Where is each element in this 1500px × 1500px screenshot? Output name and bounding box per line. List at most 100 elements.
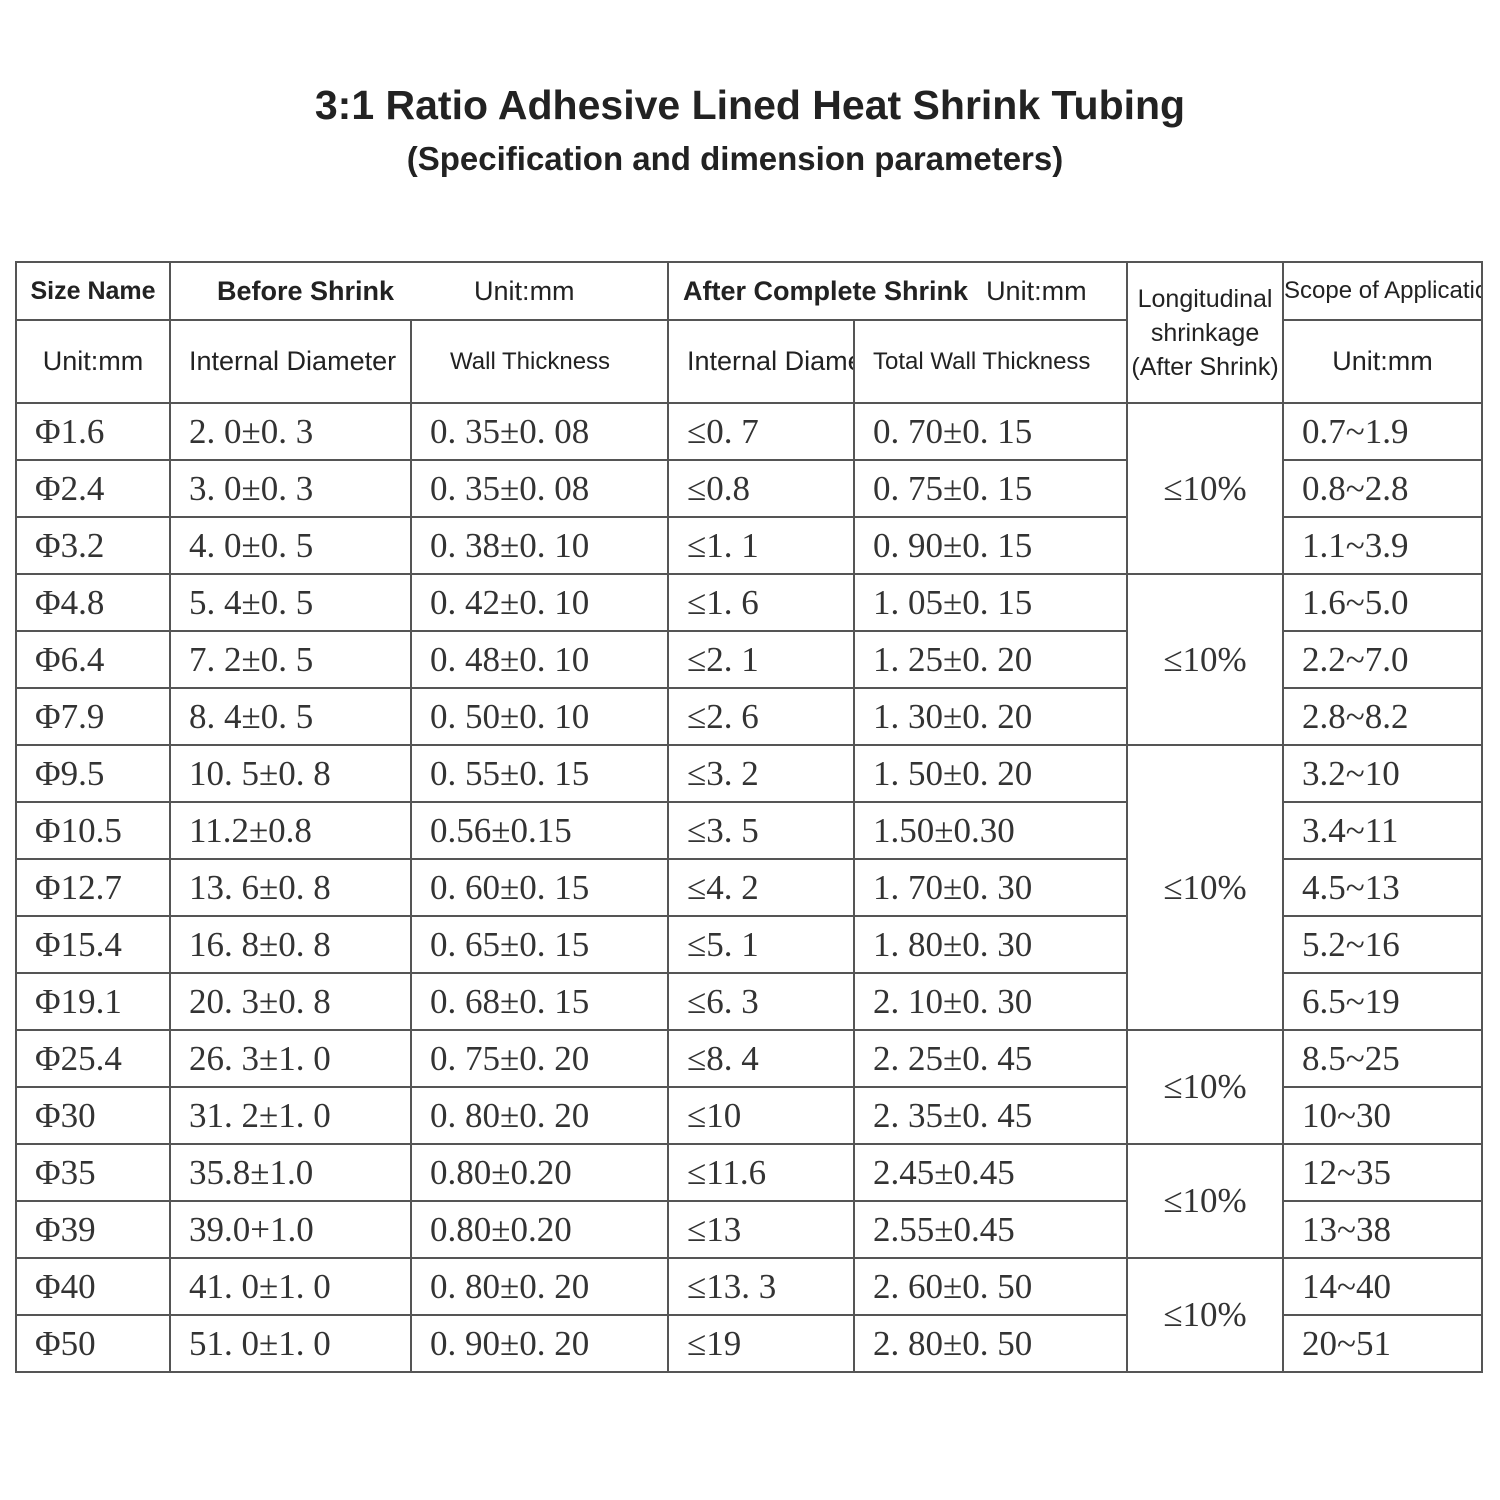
- spec-table: Size Name Before Shrink Unit:mm After Com…: [15, 261, 1484, 1373]
- data-cell: 2.55±0.45: [853, 1200, 1129, 1259]
- data-cell: 3.2~10: [1282, 744, 1484, 803]
- data-cell: ≤19: [667, 1314, 856, 1373]
- data-cell: 2. 10±0. 30: [853, 972, 1129, 1031]
- subtitle: (Specification and dimension parameters): [406, 140, 1064, 177]
- header-cell: Wall Thickness: [409, 319, 670, 404]
- header-unit: Unit:mm: [474, 275, 575, 306]
- header-text: Before Shrink: [217, 275, 395, 306]
- data-cell: ≤1. 1: [667, 516, 856, 575]
- data-cell: 10. 5±0. 8: [169, 744, 412, 803]
- header-text: After Complete Shrink: [683, 275, 969, 306]
- data-cell: ≤3. 5: [667, 801, 856, 860]
- data-cell: 0. 35±0. 08: [409, 459, 670, 518]
- data-cell: 13. 6±0. 8: [169, 858, 412, 917]
- data-cell: 7. 2±0. 5: [169, 630, 412, 689]
- longitudinal-cell: ≤10%: [1126, 1029, 1285, 1145]
- data-cell: Φ15.4: [15, 915, 171, 974]
- header-cell: Scope of Application: [1282, 261, 1484, 321]
- data-cell: ≤4. 2: [667, 858, 856, 917]
- data-cell: 0.7~1.9: [1282, 402, 1484, 461]
- data-cell: 0. 48±0. 10: [409, 630, 670, 689]
- data-cell: ≤1. 6: [667, 573, 856, 632]
- data-row: Φ6.4 7. 2±0. 5 0. 48±0. 10 ≤2. 1 1. 25±0. 20…: [15, 630, 1484, 689]
- data-row: Φ4.8 5. 4±0. 5 0. 42±0. 10 ≤1. 6 1. 05±0. 15…: [15, 573, 1484, 746]
- data-cell: Φ50: [15, 1314, 171, 1373]
- data-cell: 4.5~13: [1282, 858, 1484, 917]
- data-row: Φ35 35.8±1.0 0.80±0.20 ≤11.6 2.45±0.45 ≤10% 12…: [15, 1143, 1484, 1259]
- data-cell: 5. 4±0. 5: [169, 573, 412, 632]
- data-cell: Φ39: [15, 1200, 171, 1259]
- data-cell: ≤10: [667, 1086, 856, 1145]
- data-cell: 0. 80±0. 20: [409, 1257, 670, 1316]
- data-cell: 1. 05±0. 15: [853, 573, 1129, 632]
- longitudinal-cell: ≤10%: [1126, 1143, 1285, 1259]
- data-cell: 5.2~16: [1282, 915, 1484, 974]
- data-cell: 1.6~5.0: [1282, 573, 1484, 632]
- data-cell: 1. 25±0. 20: [853, 630, 1129, 689]
- data-cell: 2. 35±0. 45: [853, 1086, 1129, 1145]
- data-cell: ≤3. 2: [667, 744, 856, 803]
- data-cell: 0. 80±0. 20: [409, 1086, 670, 1145]
- data-cell: 11.2±0.8: [169, 801, 412, 860]
- data-cell: Φ35: [15, 1143, 171, 1202]
- data-cell: 1. 30±0. 20: [853, 687, 1129, 746]
- data-cell: Φ4.8: [15, 573, 171, 632]
- data-row: Φ25.4 26. 3±1. 0 0. 75±0. 20 ≤8. 4 2. 25±0. …: [15, 1029, 1484, 1145]
- data-row: Φ2.4 3. 0±0. 3 0. 35±0. 08 ≤0.8 0. 75±0. 15 0…: [15, 459, 1484, 518]
- header-row: Size Name Before Shrink Unit:mm After Com…: [15, 261, 1484, 404]
- data-cell: 0. 75±0. 15: [853, 459, 1129, 518]
- data-cell: ≤6. 3: [667, 972, 856, 1031]
- data-cell: Φ12.7: [15, 858, 171, 917]
- header-cell: Total Wall Thickness: [853, 319, 1129, 404]
- data-cell: 0. 75±0. 20: [409, 1029, 670, 1088]
- longitudinal-cell: ≤10%: [1126, 744, 1285, 1031]
- data-cell: 8. 4±0. 5: [169, 687, 412, 746]
- data-cell: ≤2. 1: [667, 630, 856, 689]
- data-cell: 2.2~7.0: [1282, 630, 1484, 689]
- data-cell: Φ7.9: [15, 687, 171, 746]
- data-row: Φ1.6 2. 0±0. 3 0. 35±0. 08 ≤0. 7 0. 70±0. 15…: [15, 402, 1484, 575]
- data-cell: 0. 60±0. 15: [409, 858, 670, 917]
- data-cell: 1. 80±0. 30: [853, 915, 1129, 974]
- data-row: Φ15.4 16. 8±0. 8 0. 65±0. 15 ≤5. 1 1. 80±0. …: [15, 915, 1484, 974]
- data-cell: Φ9.5: [15, 744, 171, 803]
- header-cell: Before Shrink Unit:mm: [168, 261, 670, 321]
- data-cell: 14~40: [1282, 1257, 1484, 1316]
- data-cell: 0. 68±0. 15: [409, 972, 670, 1031]
- data-cell: ≤8. 4: [667, 1029, 856, 1088]
- data-cell: 0.8~2.8: [1282, 459, 1484, 518]
- data-cell: ≤0. 7: [667, 402, 856, 461]
- data-cell: 0. 90±0. 15: [853, 516, 1129, 575]
- data-row: Φ40 41. 0±1. 0 0. 80±0. 20 ≤13. 3 2. 60±0. 5…: [15, 1257, 1484, 1373]
- data-cell: 0. 42±0. 10: [409, 573, 670, 632]
- data-cell: ≤13. 3: [667, 1257, 856, 1316]
- data-cell: 2.45±0.45: [853, 1143, 1129, 1202]
- data-cell: 10~30: [1282, 1086, 1484, 1145]
- data-cell: 1.1~3.9: [1282, 516, 1484, 575]
- data-cell: Φ40: [15, 1257, 171, 1316]
- data-cell: 3.4~11: [1282, 801, 1484, 860]
- data-cell: 2. 80±0. 50: [853, 1314, 1129, 1373]
- header-cell: Internal Diameter: [169, 319, 412, 404]
- data-cell: Φ25.4: [15, 1029, 171, 1088]
- data-cell: 0. 38±0. 10: [409, 516, 670, 575]
- data-cell: 0. 35±0. 08: [409, 402, 670, 461]
- data-cell: 1.50±0.30: [853, 801, 1129, 860]
- data-cell: Φ1.6: [15, 402, 171, 461]
- data-cell: 51. 0±1. 0: [169, 1314, 412, 1373]
- data-row: Φ7.9 8. 4±0. 5 0. 50±0. 10 ≤2. 6 1. 30±0. 20…: [15, 687, 1484, 746]
- data-cell: 39.0+1.0: [169, 1200, 412, 1259]
- longitudinal-cell: ≤10%: [1126, 402, 1285, 575]
- data-row: Φ19.1 20. 3±0. 8 0. 68±0. 15 ≤6. 3 2. 10±0. …: [15, 972, 1484, 1031]
- header-cell: Unit:mm: [15, 319, 171, 404]
- data-cell: 1. 70±0. 30: [853, 858, 1129, 917]
- data-cell: ≤11.6: [667, 1143, 856, 1202]
- data-row: Φ50 51. 0±1. 0 0. 90±0. 20 ≤19 2. 80±0. 50 20…: [15, 1314, 1484, 1373]
- data-cell: Φ6.4: [15, 630, 171, 689]
- data-cell: 26. 3±1. 0: [169, 1029, 412, 1088]
- data-row: Φ30 31. 2±1. 0 0. 80±0. 20 ≤10 2. 35±0. 45 10…: [15, 1086, 1484, 1145]
- data-cell: ≤0.8: [667, 459, 856, 518]
- data-cell: ≤13: [667, 1200, 856, 1259]
- longitudinal-cell: ≤10%: [1126, 573, 1285, 746]
